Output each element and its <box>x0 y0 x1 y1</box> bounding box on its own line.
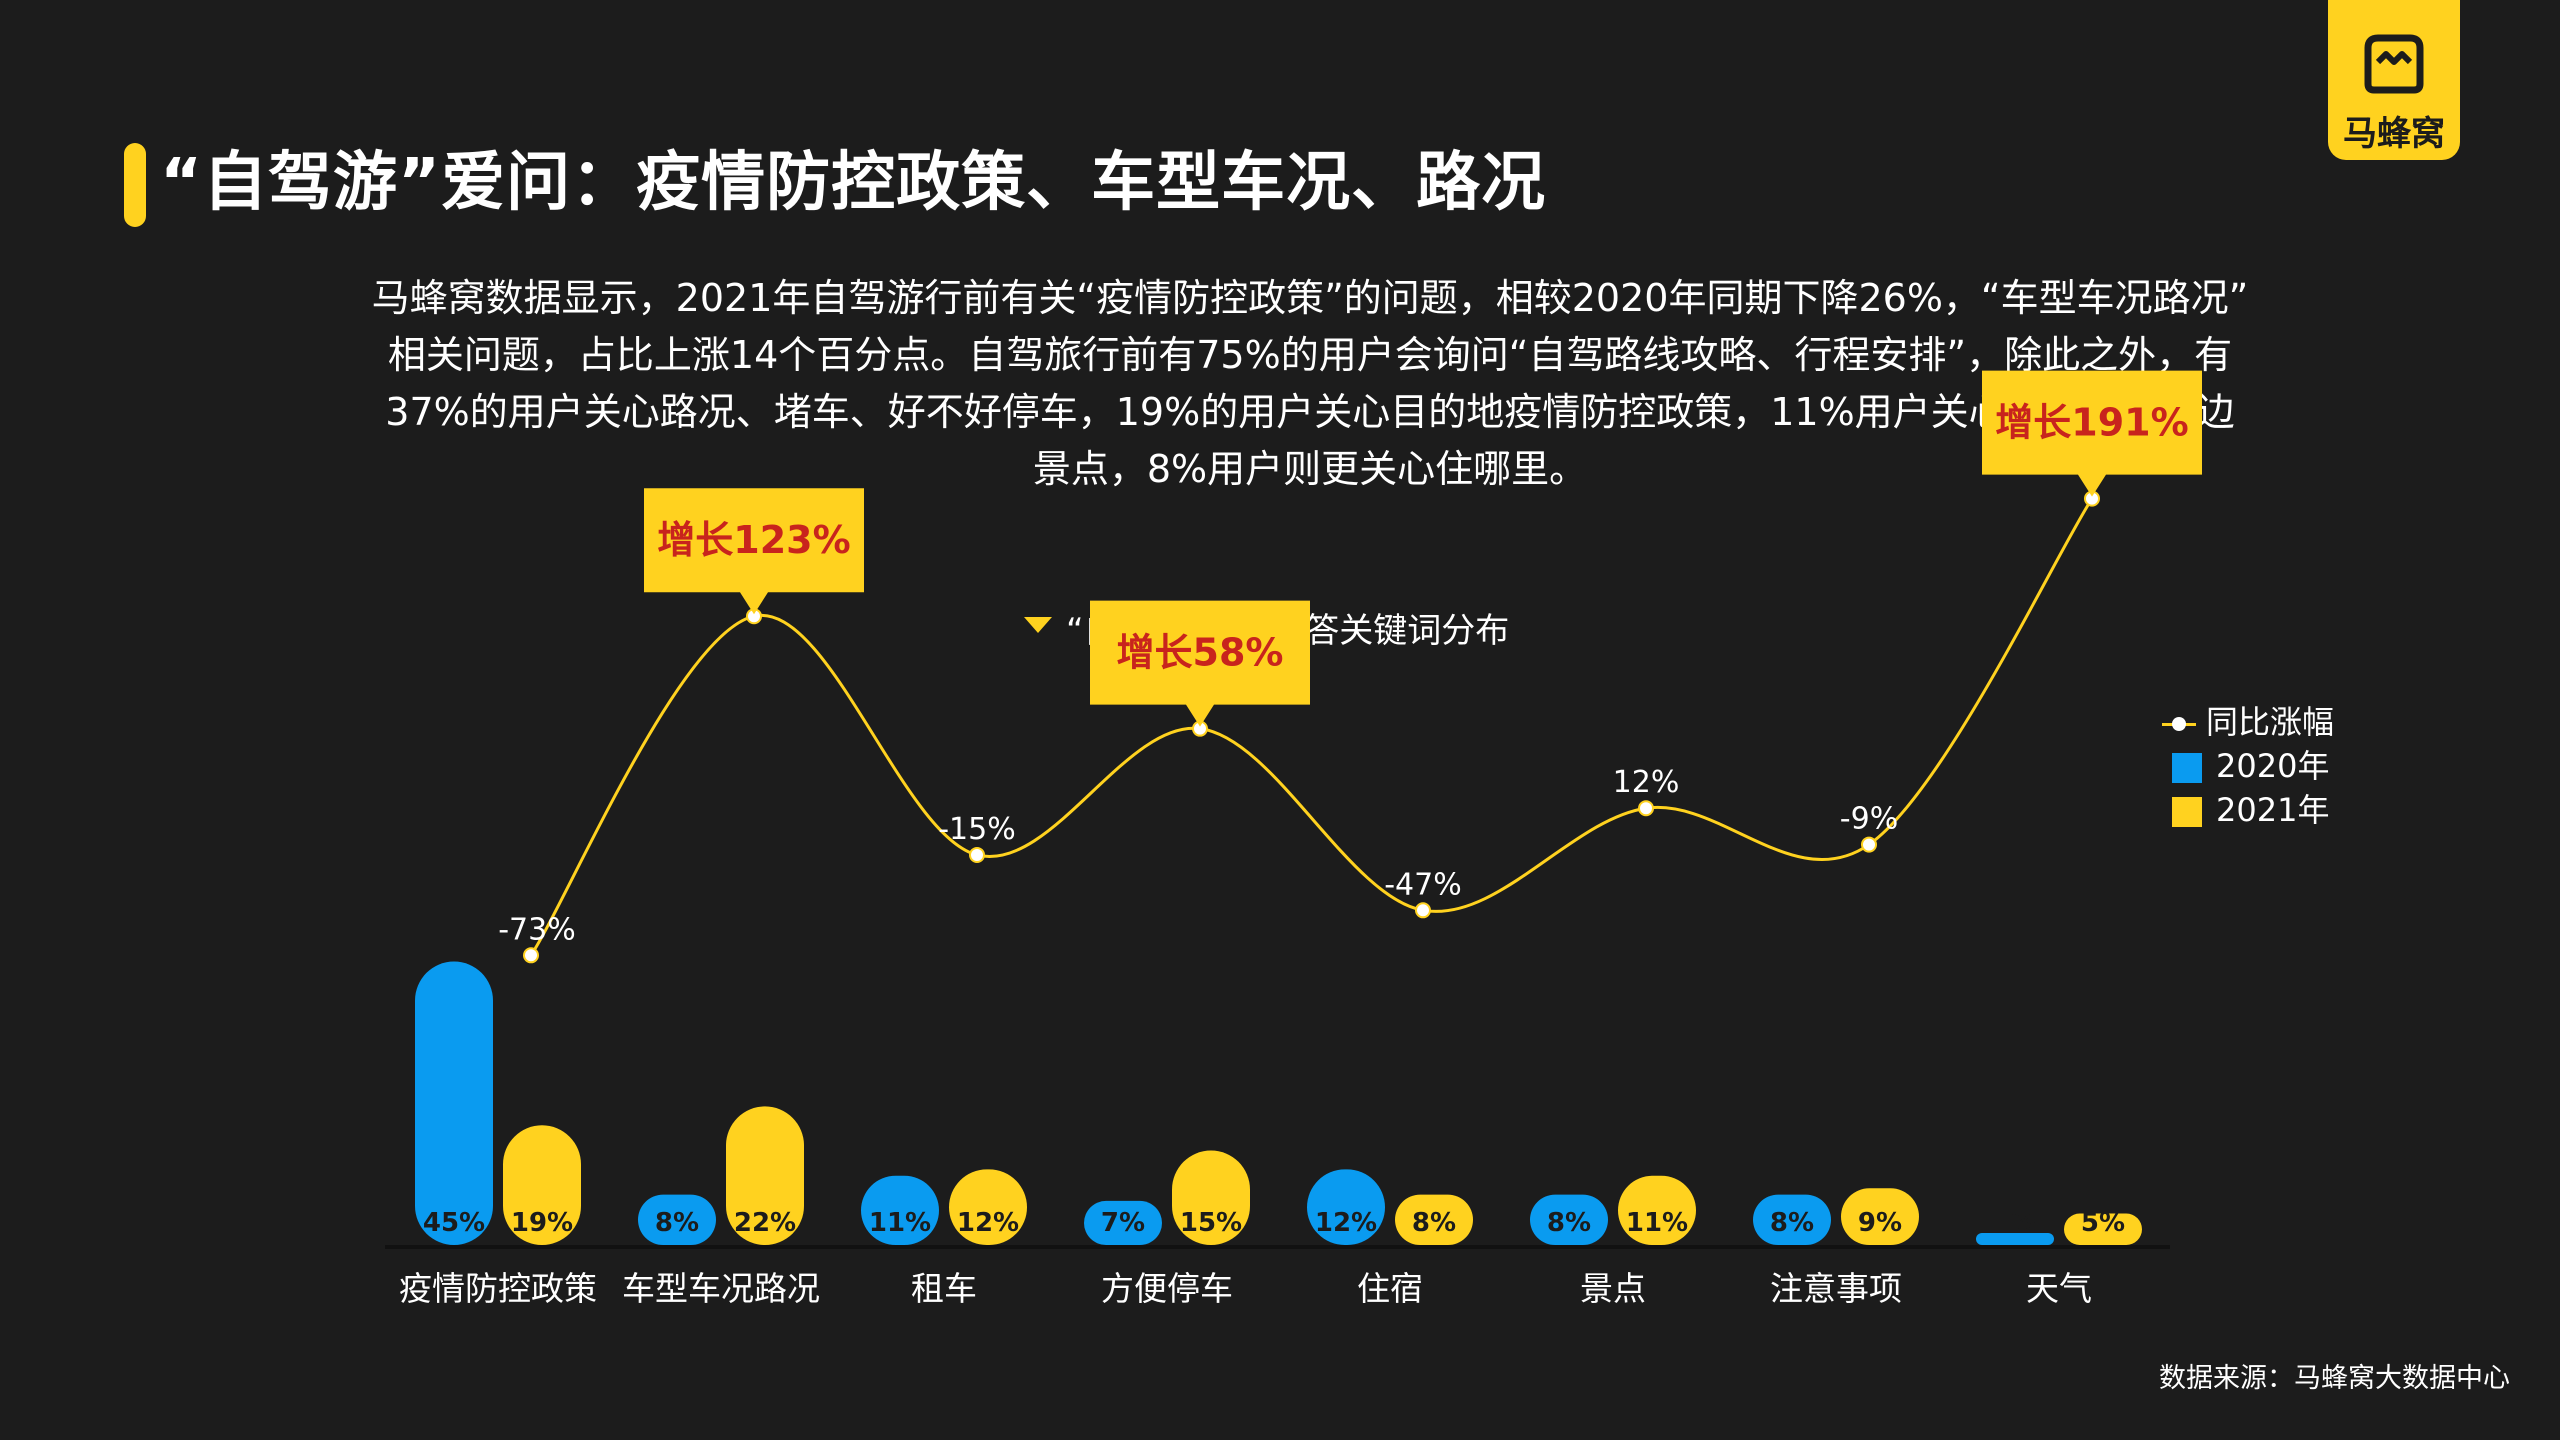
bar-label-2020: 7% <box>1101 1208 1145 1238</box>
category-tick-label: 天气 <box>2026 1269 2092 1308</box>
legend-label: 2020年 <box>2216 747 2330 785</box>
legend-label: 2021年 <box>2216 791 2330 829</box>
bar-label-2021: 11% <box>1626 1208 1688 1238</box>
page-title: “自驾游”爱问：疫情防控政策、车型车况、路况 <box>160 146 1547 220</box>
intro-line: 景点，8%用户则更关心住哪里。 <box>1032 447 1588 491</box>
legend-item-2020: 2020年 <box>2162 744 2334 788</box>
data-source: 数据来源：马蜂窝大数据中心 <box>2159 1363 2510 1394</box>
growth-point <box>1638 800 1654 817</box>
category-tick-label: 疫情防控政策 <box>399 1269 597 1308</box>
bar-label-2020: 12% <box>1315 1208 1377 1238</box>
growth-line <box>529 497 2094 957</box>
intro-line: 相关问题，占比上涨14个百分点。自驾旅行前有75%的用户会询问“自驾路线攻略、行… <box>387 333 2233 377</box>
category-tick-label: 方便停车 <box>1101 1269 1233 1308</box>
logo-icon <box>2364 34 2424 94</box>
intro-line: 37%的用户关心路况、堵车、好不好停车，19%的用户关心目的地疫情防控政策，11… <box>385 390 2235 434</box>
bar-2020 <box>1753 1194 1831 1245</box>
legend-item-2021: 2021年 <box>2162 788 2334 832</box>
legend-swatch-2021 <box>2172 797 2202 827</box>
legend-line-icon <box>2162 709 2196 739</box>
bar-label-2021: 22% <box>734 1208 796 1238</box>
bar-label-2020: 11% <box>869 1208 931 1238</box>
growth-label: -15% <box>938 812 1016 847</box>
growth-label: -9% <box>1840 802 1898 837</box>
bar-2021 <box>949 1169 1027 1245</box>
title-accent-bar <box>124 143 146 227</box>
brand-logo: 马蜂窝 <box>2328 0 2460 160</box>
chart-subtitle-marker-icon <box>1024 617 1052 633</box>
bar-2020 <box>415 961 493 1245</box>
callout-box <box>1090 600 1310 727</box>
bar-2020 <box>1530 1194 1608 1245</box>
growth-label: -73% <box>498 912 576 947</box>
bar-2021 <box>2064 1213 2142 1245</box>
logo-text: 马蜂窝 <box>2343 114 2445 154</box>
callout-label: 增长123% <box>657 518 850 562</box>
bar-label-2020: 8% <box>655 1208 699 1238</box>
callout-box <box>1982 370 2202 497</box>
bar-label-2021: 8% <box>1412 1208 1456 1238</box>
category-tick-label: 住宿 <box>1357 1269 1423 1308</box>
callout-box <box>644 488 864 615</box>
bar-2021 <box>503 1125 581 1245</box>
bar-2021 <box>1395 1194 1473 1245</box>
intro-line: 马蜂窝数据显示，2021年自驾游行前有关“疫情防控政策”的问题，相较2020年同… <box>371 276 2249 320</box>
bar-2021 <box>1172 1150 1250 1245</box>
callout-label: 增长58% <box>1117 631 1284 675</box>
bar-2021 <box>1618 1175 1696 1245</box>
bar-2020 <box>638 1194 716 1245</box>
bar-label-2020: 1% <box>1993 1208 2037 1238</box>
callout-label: 增长191% <box>1995 401 2188 445</box>
bar-label-2021: 15% <box>1180 1208 1242 1238</box>
bar-label-2020: 8% <box>1547 1208 1591 1238</box>
bar-2021 <box>1841 1188 1919 1245</box>
intro-paragraph: 马蜂窝数据显示，2021年自驾游行前有关“疫情防控政策”的问题，相较2020年同… <box>330 270 2290 498</box>
bar-2020 <box>1084 1200 1162 1245</box>
growth-point <box>1415 902 1431 919</box>
growth-label: 12% <box>1613 765 1680 800</box>
growth-point <box>1861 836 1877 853</box>
growth-point <box>523 947 539 964</box>
growth-point <box>969 846 985 863</box>
bar-2020 <box>1976 1233 2054 1245</box>
category-tick-label: 车型车况路况 <box>622 1269 820 1308</box>
category-tick-label: 租车 <box>911 1269 977 1308</box>
bar-label-2020: 45% <box>423 1208 485 1238</box>
bar-2021 <box>726 1106 804 1245</box>
bar-2020 <box>861 1175 939 1245</box>
growth-label: -47% <box>1384 867 1462 902</box>
legend-label: 同比涨幅 <box>2206 703 2335 741</box>
bar-label-2021: 12% <box>957 1208 1019 1238</box>
bar-label-2021: 9% <box>1858 1208 1902 1238</box>
category-tick-label: 注意事项 <box>1770 1269 1902 1308</box>
bar-label-2021: 19% <box>511 1208 573 1238</box>
category-tick-label: 景点 <box>1580 1269 1646 1308</box>
bar-label-2020: 8% <box>1770 1208 1814 1238</box>
bar-2020 <box>1307 1169 1385 1245</box>
legend-swatch-2020 <box>2172 753 2202 783</box>
bar-label-2021: 5% <box>2081 1208 2125 1238</box>
chart-legend: 同比涨幅 2020年 2021年 <box>2162 700 2334 832</box>
legend-item-growth: 同比涨幅 <box>2162 700 2334 744</box>
